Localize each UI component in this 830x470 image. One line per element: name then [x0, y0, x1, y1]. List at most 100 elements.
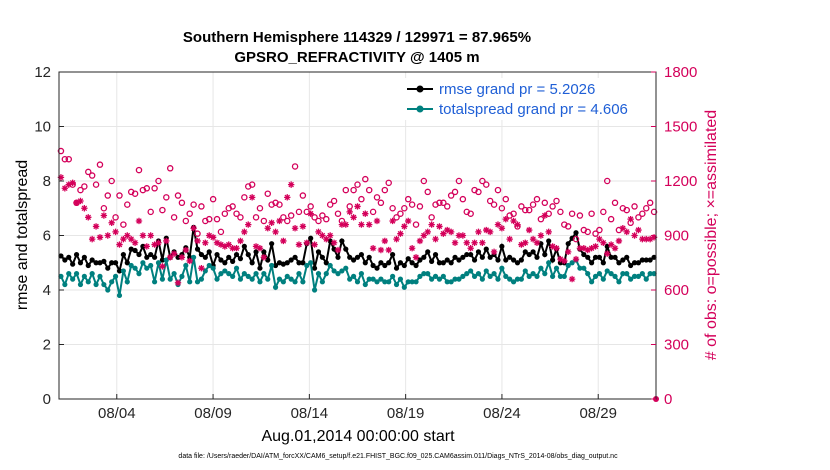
- obs-possible-point: [428, 214, 435, 221]
- legend-rmse-marker: [416, 85, 424, 93]
- data-point: [233, 251, 240, 258]
- obs-assimilated-point: [366, 221, 373, 228]
- data-point: [343, 246, 349, 252]
- data-point: [77, 260, 84, 266]
- data-point: [308, 235, 314, 241]
- data-point: [413, 279, 419, 285]
- obs-possible-point: [221, 210, 229, 217]
- data-point: [140, 260, 146, 266]
- data-point: [354, 254, 361, 260]
- obs-assimilated-point: [475, 228, 482, 236]
- data-point: [253, 271, 259, 277]
- data-point: [81, 273, 87, 279]
- data-point: [393, 281, 400, 288]
- data-point: [265, 276, 271, 282]
- data-point: [358, 251, 365, 258]
- data-point: [612, 254, 618, 260]
- left-tick-label: 8: [43, 173, 51, 190]
- obs-assimilated-point: [592, 243, 599, 250]
- data-point: [276, 276, 283, 282]
- obs-assimilated-point: [186, 257, 193, 265]
- obs-assimilated-point: [533, 239, 541, 246]
- obs-assimilated-point: [646, 235, 654, 243]
- data-point: [549, 257, 556, 263]
- data-point: [335, 254, 341, 260]
- obs-assimilated-point: [120, 235, 127, 243]
- obs-possible-point: [342, 186, 350, 194]
- obs-possible-point: [287, 212, 295, 219]
- data-point: [366, 254, 372, 260]
- data-point: [222, 268, 228, 274]
- data-point: [296, 260, 302, 266]
- data-point: [362, 281, 368, 288]
- data-point: [73, 251, 80, 258]
- obs-assimilated-point: [276, 217, 283, 225]
- data-point: [261, 271, 267, 277]
- obs-possible-point: [596, 226, 603, 234]
- obs-assimilated-point: [615, 237, 623, 245]
- obs-possible-point: [557, 208, 564, 216]
- obs-assimilated-point: [174, 279, 182, 286]
- obs-possible-point: [151, 185, 158, 192]
- obs-assimilated-point: [572, 255, 580, 263]
- data-point: [226, 254, 232, 260]
- obs-assimilated-point: [518, 241, 525, 248]
- obs-assimilated-point: [389, 217, 396, 225]
- data-point: [565, 262, 571, 269]
- data-point: [116, 292, 123, 299]
- data-point: [491, 271, 497, 277]
- series-2: [57, 147, 658, 243]
- obs-assimilated-point: [237, 237, 244, 245]
- right-tick-label: 1500: [664, 119, 697, 136]
- data-point: [620, 271, 626, 277]
- data-point: [577, 265, 583, 271]
- data-point: [93, 260, 99, 266]
- data-point: [549, 273, 556, 279]
- obs-assimilated-point: [498, 225, 506, 232]
- data-point: [120, 268, 126, 274]
- obs-possible-point: [568, 210, 576, 217]
- data-point: [230, 258, 236, 264]
- x-tick-label: 08/19: [387, 405, 425, 422]
- data-point: [218, 257, 224, 263]
- obs-possible-point: [459, 195, 467, 203]
- right-tick-label: 600: [664, 282, 689, 299]
- data-point: [116, 268, 123, 274]
- data-point: [635, 260, 642, 266]
- obs-possible-point: [96, 161, 104, 168]
- x-tick-label: 08/24: [483, 405, 521, 422]
- obs-assimilated-point: [471, 239, 478, 246]
- obs-assimilated-point: [576, 245, 584, 252]
- obs-assimilated-point: [459, 232, 467, 239]
- obs-possible-point: [65, 155, 73, 163]
- obs-assimilated-point: [229, 245, 236, 252]
- data-point: [370, 262, 376, 269]
- obs-possible-point: [307, 203, 314, 210]
- obs-assimilated-point: [529, 235, 537, 243]
- obs-assimilated-point: [151, 241, 158, 248]
- obs-assimilated-point: [299, 223, 307, 230]
- data-point: [261, 249, 267, 255]
- data-point: [581, 251, 587, 258]
- obs-assimilated-point: [291, 225, 299, 232]
- obs-assimilated-point: [139, 232, 147, 239]
- data-point: [432, 251, 439, 258]
- obs-possible-point: [529, 201, 537, 208]
- data-point: [214, 251, 220, 258]
- data-point: [144, 254, 150, 260]
- data-point: [101, 258, 107, 264]
- data-point: [323, 260, 329, 266]
- data-point: [620, 257, 626, 263]
- obs-assimilated-point: [96, 234, 104, 241]
- obs-assimilated-point: [440, 230, 447, 237]
- data-point: [222, 260, 228, 266]
- data-point: [171, 271, 177, 277]
- obs-possible-point: [451, 188, 459, 196]
- obs-assimilated-point: [77, 197, 84, 205]
- obs-possible-point: [623, 206, 630, 214]
- data-point: [311, 265, 318, 271]
- data-point: [440, 273, 446, 279]
- obs-assimilated-point: [479, 239, 486, 246]
- obs-assimilated-point: [506, 235, 513, 243]
- data-point: [81, 254, 87, 260]
